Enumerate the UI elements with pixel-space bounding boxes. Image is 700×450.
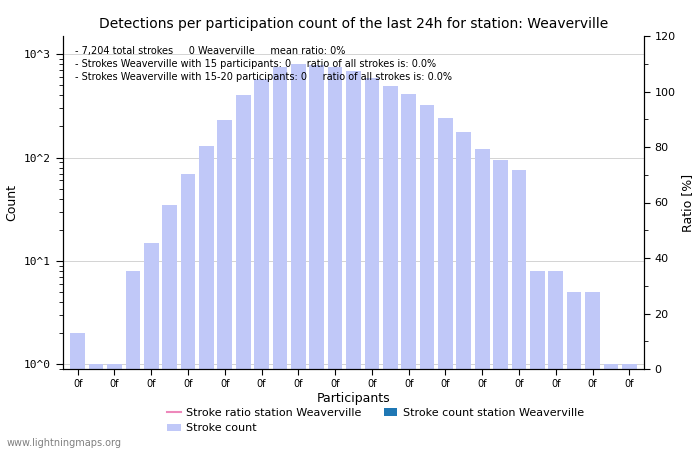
X-axis label: Participants: Participants [316, 392, 391, 405]
Bar [89, 364, 104, 450]
Bar [291, 63, 306, 450]
Bar [107, 364, 122, 450]
Bar [309, 65, 324, 450]
Legend: Stroke ratio station Weaverville, Stroke count, Stroke count station Weaverville: Stroke ratio station Weaverville, Stroke… [167, 408, 584, 433]
Bar [181, 174, 195, 450]
Bar [144, 243, 159, 450]
Bar [494, 160, 508, 450]
Bar [603, 364, 618, 450]
Bar [420, 105, 435, 450]
Bar [218, 120, 232, 450]
Bar [548, 271, 563, 450]
Bar [162, 205, 177, 450]
Bar [530, 271, 545, 450]
Bar [456, 132, 471, 450]
Title: Detections per participation count of the last 24h for station: Weaverville: Detections per participation count of th… [99, 17, 608, 31]
Text: - 7,204 total strokes     0 Weaverville     mean ratio: 0%
- Strokes Weaverville: - 7,204 total strokes 0 Weaverville mean… [75, 46, 452, 82]
Bar [236, 95, 251, 450]
Bar [512, 171, 526, 450]
Bar [585, 292, 600, 450]
Bar [383, 86, 398, 450]
Bar [71, 333, 85, 450]
Y-axis label: Count: Count [6, 184, 19, 221]
Text: www.lightningmaps.org: www.lightningmaps.org [7, 438, 122, 448]
Bar [438, 118, 453, 450]
Bar [254, 79, 269, 450]
Bar [125, 271, 140, 450]
Bar [567, 292, 582, 450]
Bar [346, 71, 361, 450]
Bar [365, 78, 379, 450]
Bar [401, 94, 416, 450]
Bar [475, 149, 489, 450]
Bar [272, 67, 287, 450]
Bar [622, 364, 636, 450]
Bar [199, 146, 214, 450]
Bar [328, 67, 342, 450]
Y-axis label: Ratio [%]: Ratio [%] [681, 173, 694, 232]
